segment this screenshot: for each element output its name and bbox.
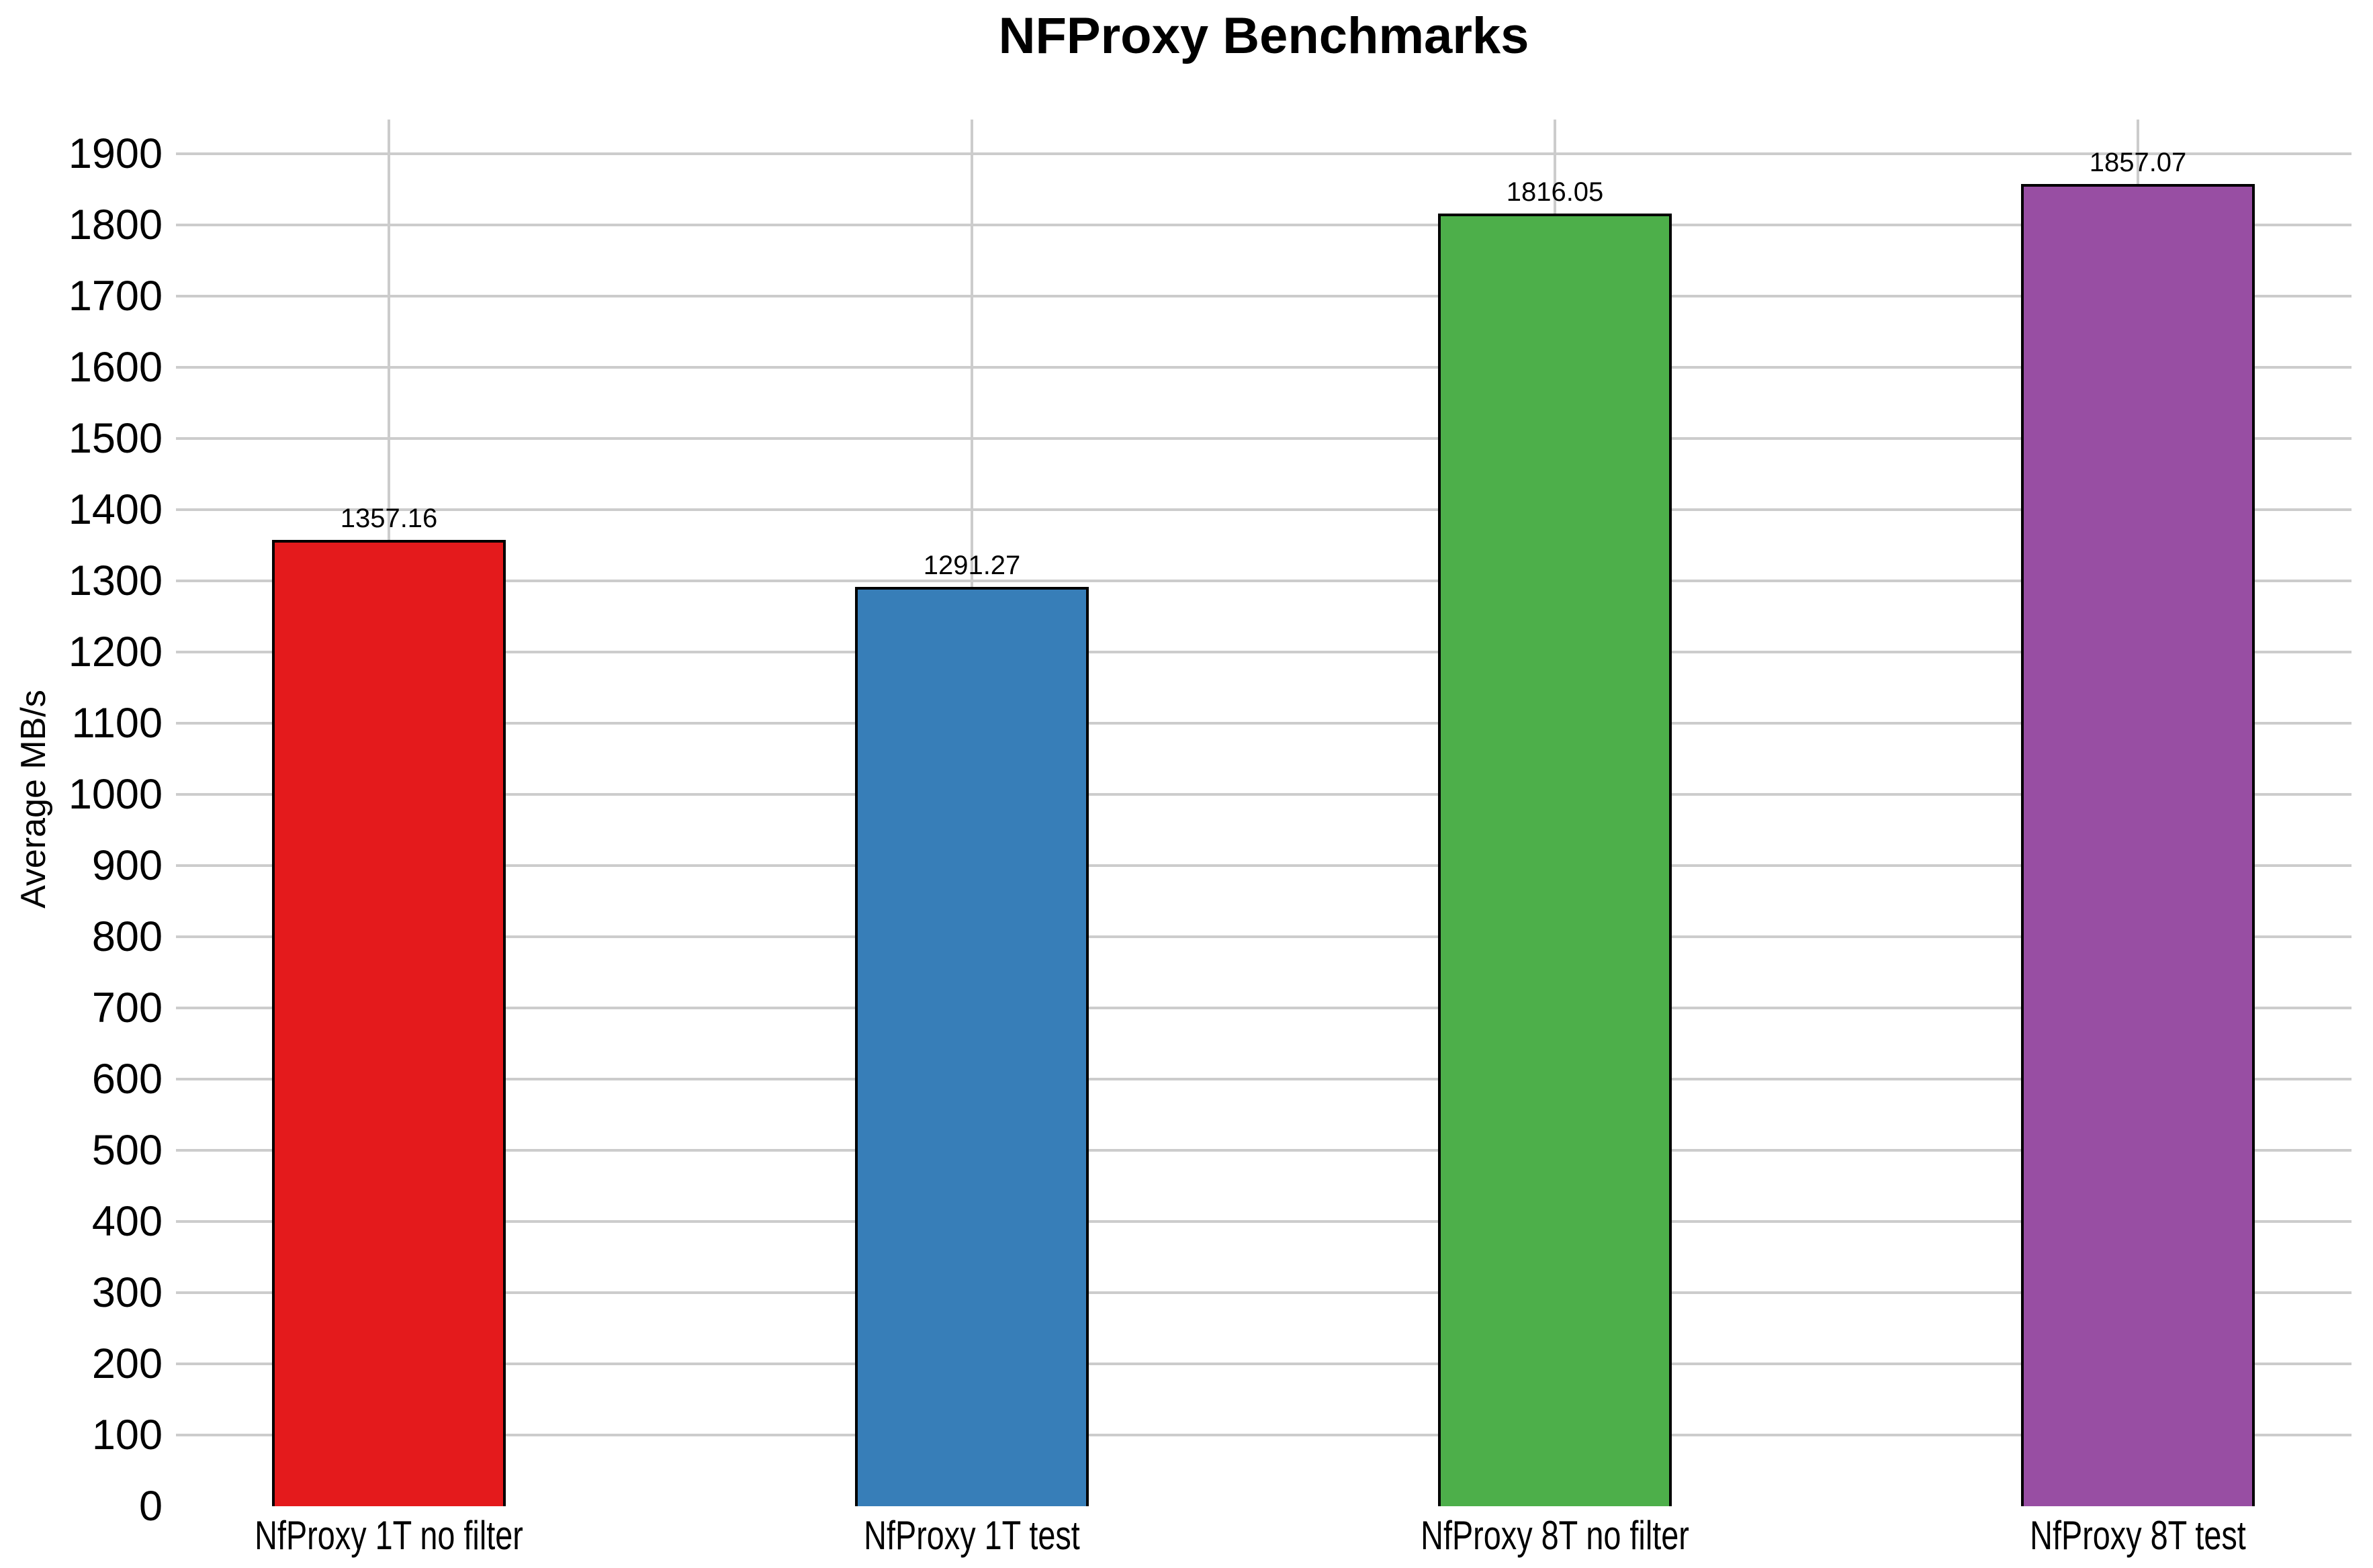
- chart-title: NFProxy Benchmarks: [998, 7, 1529, 64]
- h-gridline: [176, 935, 2352, 938]
- bar-value-label: 1857.07: [2089, 148, 2187, 178]
- h-gridline: [176, 1077, 2352, 1080]
- h-gridline: [176, 792, 2352, 796]
- x-tick-label: NfProxy 8T test: [2030, 1513, 2246, 1558]
- y-tick-label: 1000: [68, 770, 163, 818]
- y-tick-label: 1700: [68, 272, 163, 320]
- x-tick-label: NfProxy 8T no filter: [1421, 1513, 1689, 1558]
- y-tick-label: 1400: [68, 486, 163, 533]
- h-gridline: [176, 1362, 2352, 1365]
- y-tick-label: 0: [138, 1483, 163, 1530]
- h-gridline: [176, 579, 2352, 582]
- y-tick-label: 500: [91, 1126, 163, 1174]
- y-tick-label: 900: [91, 841, 163, 889]
- h-gridline: [176, 1006, 2352, 1009]
- plot-area: 1357.16 1291.27 1816.05 1857.07: [176, 120, 2352, 1506]
- bar-3: [1438, 213, 1672, 1506]
- h-gridline: [176, 436, 2352, 440]
- h-gridline: [176, 365, 2352, 369]
- y-tick-label: 600: [91, 1055, 163, 1103]
- y-tick-label: 300: [91, 1269, 163, 1316]
- h-gridline: [176, 1148, 2352, 1152]
- y-tick-label: 1500: [68, 414, 163, 462]
- bar-value-label: 1357.16: [340, 504, 438, 534]
- y-tick-label: 200: [91, 1340, 163, 1387]
- bar-2: [855, 587, 1089, 1506]
- h-gridline: [176, 1291, 2352, 1294]
- bar-4: [2021, 184, 2255, 1506]
- h-gridline: [176, 1433, 2352, 1436]
- y-tick-label: 700: [91, 984, 163, 1031]
- y-tick-label: 400: [91, 1197, 163, 1245]
- h-gridline: [176, 223, 2352, 226]
- y-tick-label: 100: [91, 1411, 163, 1459]
- y-tick-label: 800: [91, 913, 163, 960]
- h-gridline: [176, 864, 2352, 867]
- h-gridline: [176, 721, 2352, 725]
- y-tick-label: 1800: [68, 201, 163, 248]
- h-gridline: [176, 1219, 2352, 1223]
- h-gridline: [176, 650, 2352, 653]
- y-tick-label: 1100: [71, 699, 163, 747]
- bar-value-label: 1816.05: [1506, 177, 1604, 207]
- h-gridline: [176, 508, 2352, 511]
- y-tick-label: 1600: [68, 343, 163, 391]
- h-gridline: [176, 152, 2352, 155]
- bar-1: [272, 540, 506, 1506]
- y-tick-label: 1200: [68, 628, 163, 676]
- y-tick-label: 1900: [68, 130, 163, 177]
- bar-value-label: 1291.27: [923, 551, 1021, 581]
- x-tick-label: NfProxy 1T test: [864, 1513, 1080, 1558]
- x-tick-label: NfProxy 1T no filter: [255, 1513, 523, 1558]
- h-gridline: [176, 294, 2352, 297]
- y-tick-label: 1300: [68, 557, 163, 604]
